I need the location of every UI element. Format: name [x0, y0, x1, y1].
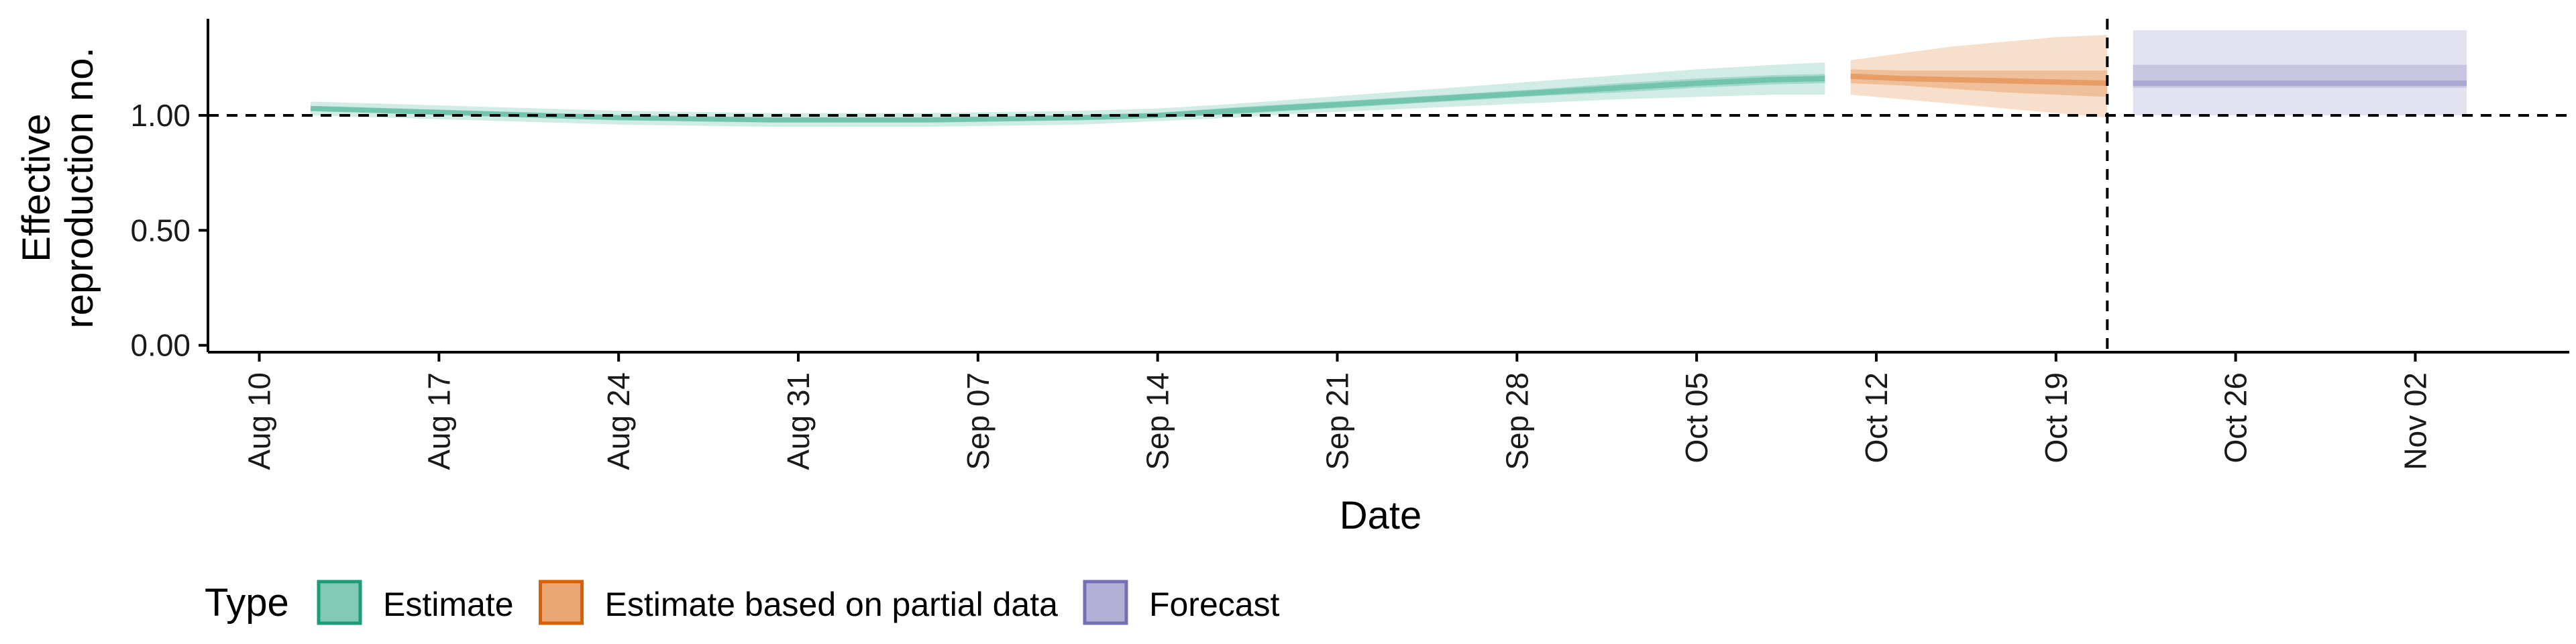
y-tick-label: 0.50 [130, 213, 191, 248]
plot-layer [310, 30, 2467, 127]
estimate-based-on-partial-data-band-50 [1850, 69, 2108, 97]
x-tick-label: Oct 12 [1859, 372, 1894, 464]
legend: Type Estimate Estimate based on partial da… [205, 580, 1280, 625]
x-tick-label: Aug 10 [242, 372, 277, 470]
x-axis-title: Date [1340, 494, 1422, 537]
legend-title: Type [205, 581, 289, 625]
y-axis-title-line-1: Effective [15, 113, 58, 262]
y-axis-title: Effective reproduction no. [15, 47, 101, 328]
y-axis-title-line-2: reproduction no. [58, 47, 101, 328]
y-tick-label: 0.00 [130, 328, 191, 363]
axis-layer: 0.00 0.50 1.00 Aug 10 Aug 17 Aug 24 Aug 31 Sep … [130, 19, 2569, 470]
x-tick-label: Oct 05 [1679, 372, 1714, 464]
x-tick-label: Oct 19 [2039, 372, 2074, 464]
legend-label-forecast: Forecast [1149, 586, 1280, 623]
x-tick-label: Sep 21 [1320, 372, 1354, 470]
forecast-band-50 [2133, 64, 2467, 88]
estimate-band-90 [311, 62, 1825, 127]
legend-label-estimate: Estimate [383, 586, 514, 623]
x-tick-label: Aug 17 [421, 372, 456, 470]
legend-key-estimate-based-on-partial-data [539, 580, 584, 625]
x-tick-label: Aug 31 [781, 372, 816, 470]
x-tick-label: Sep 07 [961, 372, 996, 470]
y-tick-label: 1.00 [130, 98, 191, 133]
legend-key-forecast [1083, 580, 1128, 625]
x-tick-label: Sep 28 [1499, 372, 1534, 470]
legend-key-estimate [317, 580, 362, 625]
x-tick-label: Nov 02 [2398, 372, 2432, 470]
x-tick-label: Sep 14 [1140, 372, 1175, 470]
x-tick-label: Oct 26 [2218, 372, 2253, 464]
x-tick-label: Aug 24 [601, 372, 636, 470]
estimate-based-on-partial-data-median-line [1850, 73, 2108, 86]
legend-label-estimate-based-on-partial-data: Estimate based on partial data [605, 586, 1059, 623]
estimate-based-on-partial-data-band-90 [1850, 35, 2108, 118]
forecast-band-90 [2133, 30, 2467, 115]
